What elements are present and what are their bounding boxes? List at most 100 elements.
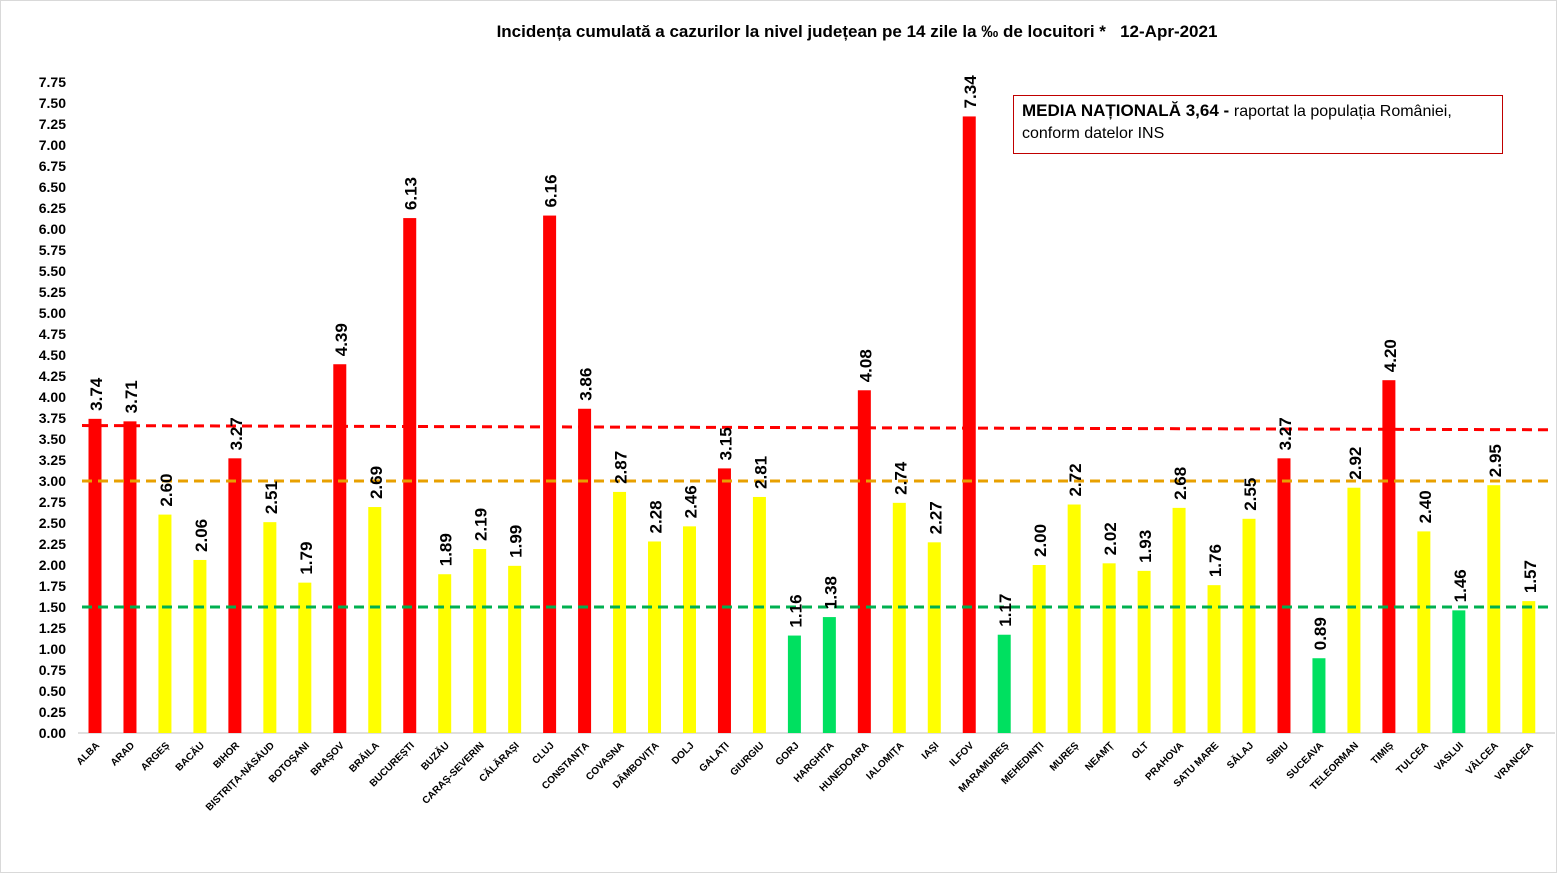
value-label-dâmbovița: 2.28 — [647, 500, 666, 533]
x-tick-label: NEAMȚ — [1083, 740, 1116, 773]
x-axis-labels: ALBA ARAD ARGEȘ BACĂU BIHORBISTRIȚA-NĂSĂUDBO… — [75, 739, 1536, 814]
x-tick-label: ARAD — [109, 740, 137, 768]
value-label-arad: 3.71 — [122, 380, 141, 413]
bar-satu mare — [1207, 585, 1221, 733]
bar-suceava — [1312, 658, 1326, 733]
x-tick-label: BUZĂU — [418, 739, 452, 773]
y-tick-label: 6.75 — [39, 158, 66, 174]
x-tick-label: CLUJ — [530, 740, 556, 766]
value-label-brașov: 4.39 — [332, 323, 351, 356]
y-tick-label: 4.75 — [39, 326, 66, 342]
bar-vâlcea — [1487, 485, 1501, 733]
bar-ilfov — [962, 116, 976, 733]
bar-ialomița — [892, 502, 906, 733]
value-label-călărași: 1.99 — [507, 525, 526, 558]
value-label-vrancea: 1.57 — [1521, 560, 1540, 593]
bar-buzău — [438, 574, 452, 733]
bars — [88, 116, 1536, 733]
y-tick-label: 3.25 — [39, 452, 66, 468]
value-label-ilfov: 7.34 — [961, 75, 980, 109]
bar-neamț — [1102, 563, 1116, 733]
bar-brăila — [368, 507, 382, 733]
bar-vrancea — [1522, 601, 1536, 733]
x-tick-label: IAȘI — [920, 740, 942, 762]
value-label-argeș: 2.60 — [157, 474, 176, 507]
y-tick-label: 1.00 — [39, 641, 66, 657]
value-label-suceava: 0.89 — [1311, 617, 1330, 650]
y-tick-label: 1.75 — [39, 578, 66, 594]
y-tick-label: 0.75 — [39, 662, 66, 678]
value-label-ialomița: 2.74 — [891, 461, 910, 495]
bar-sălaj — [1242, 518, 1256, 733]
value-label-brăila: 2.69 — [367, 466, 386, 499]
value-label-dolj: 2.46 — [681, 485, 700, 518]
y-tick-label: 6.25 — [39, 200, 66, 216]
bar-teleorman — [1347, 487, 1361, 733]
bar-olt — [1137, 570, 1151, 733]
y-tick-label: 7.50 — [39, 95, 66, 111]
value-label-botoșani: 1.79 — [297, 542, 316, 575]
bar-alba — [88, 418, 102, 733]
bar-bistrița-năsăud — [263, 522, 277, 733]
y-tick-label: 7.25 — [39, 116, 66, 132]
bar-caraș-severin — [473, 549, 487, 733]
value-labels: 3.74 3.71 2.60 2.06 3.27 2.51 1.79 4.39 2.69 6.13… — [87, 75, 1540, 650]
value-label-sibiu: 3.27 — [1276, 417, 1295, 450]
y-tick-label: 0.50 — [39, 683, 66, 699]
x-tick-label: SĂLAJ — [1224, 739, 1256, 771]
x-tick-label: VASLUI — [1433, 740, 1466, 773]
note-text-2: conform datelor INS — [1022, 125, 1165, 142]
x-tick-label: ALBA — [75, 740, 102, 767]
y-tick-label: 6.50 — [39, 179, 66, 195]
y-tick-label: 0.00 — [39, 725, 66, 741]
value-label-mureș: 2.72 — [1066, 463, 1085, 496]
y-tick-label: 0.25 — [39, 704, 66, 720]
bar-iași — [927, 542, 941, 733]
bar-arad — [123, 421, 137, 733]
x-tick-label: MUREȘ — [1048, 740, 1082, 774]
y-tick-label: 7.75 — [39, 74, 66, 90]
reference-line-1 — [81, 424, 1553, 432]
value-label-constanța: 3.86 — [577, 368, 596, 401]
value-label-satu mare: 1.76 — [1206, 544, 1225, 577]
value-label-hunedoara: 4.08 — [856, 349, 875, 382]
x-tick-label: ARGEȘ — [139, 740, 172, 773]
value-label-alba: 3.74 — [87, 377, 106, 411]
x-tick-label: SIBIU — [1264, 740, 1291, 767]
value-label-vâlcea: 2.95 — [1486, 444, 1505, 477]
x-tick-label: ILFOV — [948, 740, 977, 769]
bar-bucurești — [403, 218, 417, 733]
note-text: raportat la populația României, — [1233, 103, 1452, 120]
bar-mureș — [1067, 504, 1081, 733]
bar-prahova — [1172, 507, 1186, 733]
value-label-maramureș: 1.17 — [996, 594, 1015, 627]
value-label-galați: 3.15 — [716, 427, 735, 460]
bar-brașov — [333, 364, 347, 733]
value-label-iași: 2.27 — [926, 501, 945, 534]
y-tick-label: 3.75 — [39, 410, 66, 426]
bar-timiș — [1382, 380, 1396, 733]
bar-harghita — [822, 617, 836, 733]
x-tick-label: CARAȘ-SEVERIN — [420, 740, 486, 806]
value-label-bacău: 2.06 — [192, 519, 211, 552]
x-tick-label: BRĂILA — [346, 739, 382, 775]
chart-title: Incidența cumulată a cazurilor la nivel … — [496, 22, 1218, 41]
bar-tulcea — [1417, 531, 1431, 733]
y-tick-label: 4.00 — [39, 389, 66, 405]
y-tick-label: 5.50 — [39, 263, 66, 279]
x-tick-label: DOLJ — [670, 740, 697, 767]
bar-vaslui — [1452, 610, 1466, 733]
y-tick-label: 2.00 — [39, 557, 66, 573]
y-tick-label: 6.00 — [39, 221, 66, 237]
x-tick-label: VÂLCEA — [1463, 739, 1501, 777]
value-label-timiș: 4.20 — [1381, 339, 1400, 372]
y-tick-label: 5.00 — [39, 305, 66, 321]
bar-giurgiu — [752, 496, 766, 733]
x-tick-label: GALAȚI — [697, 740, 731, 774]
value-label-caraș-severin: 2.19 — [472, 508, 491, 541]
y-tick-label: 4.50 — [39, 347, 66, 363]
bar-dâmbovița — [648, 541, 662, 733]
y-tick-label: 1.50 — [39, 599, 66, 615]
x-tick-label: TULCEA — [1395, 740, 1431, 776]
